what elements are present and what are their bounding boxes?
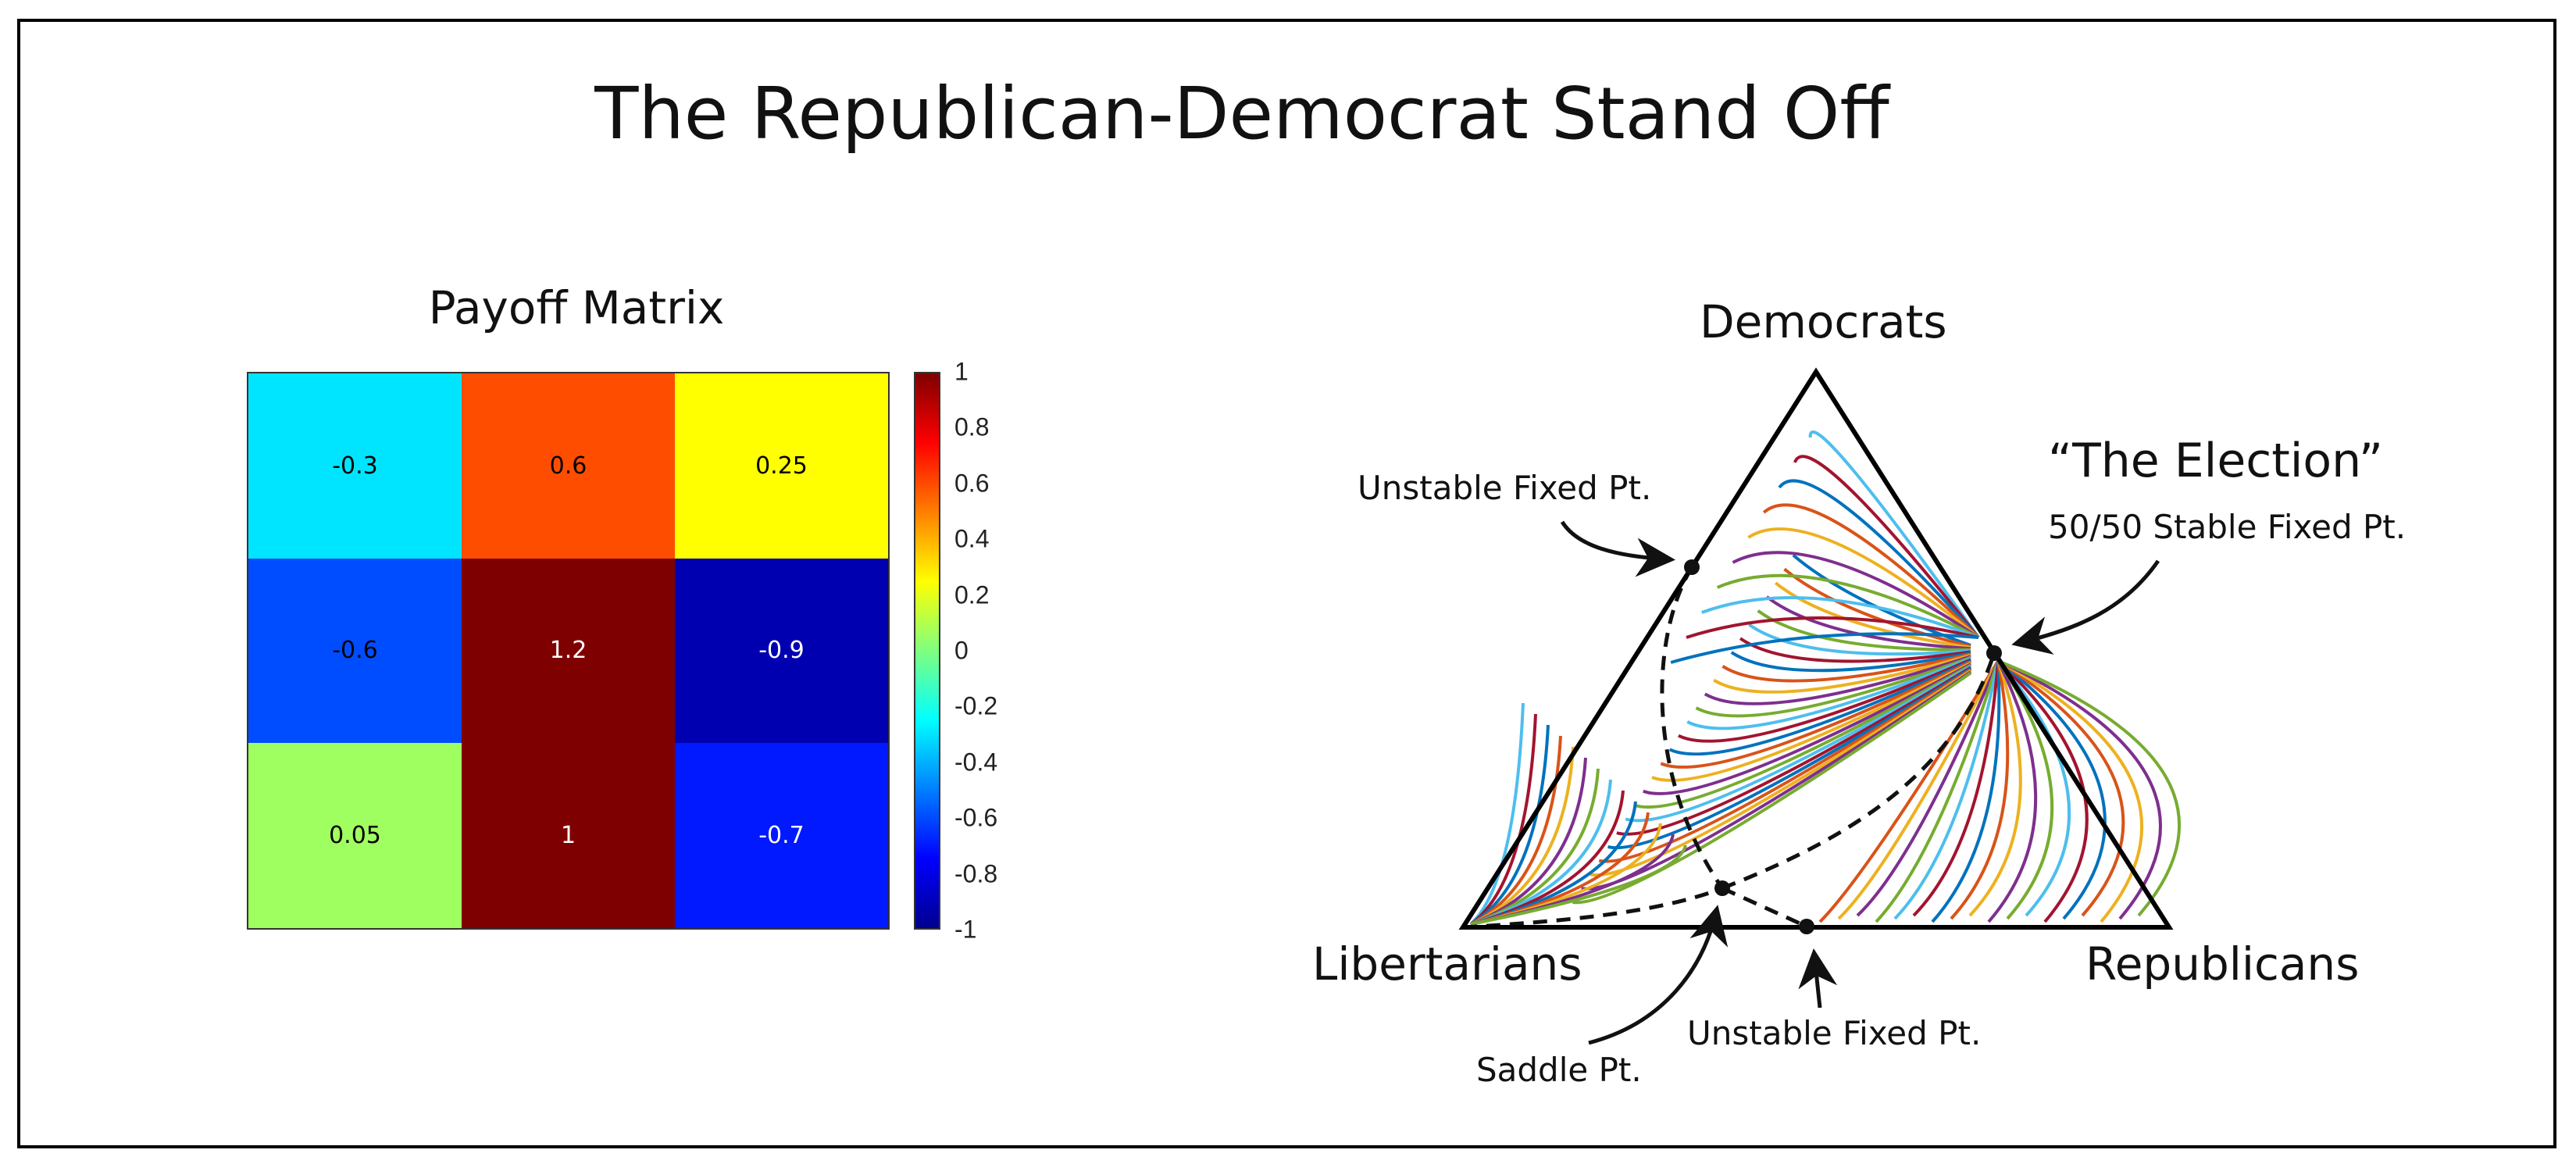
colorbar-tick-label: -0.6 xyxy=(954,803,998,832)
stable-fixed-point xyxy=(1986,645,2002,661)
heatmap-cell: 0.25 xyxy=(675,373,888,559)
colorbar-tick-label: -0.2 xyxy=(954,691,998,720)
heatmap-cell: -0.3 xyxy=(248,373,462,559)
unstable-fixed-point-left xyxy=(1684,559,1700,575)
vertex-label-democrats: Democrats xyxy=(1700,295,1947,348)
separatrix-bottom xyxy=(1721,886,1808,929)
heatmap-cell: -0.9 xyxy=(675,558,888,744)
heatmap-cell: 0.05 xyxy=(248,743,462,928)
payoff-heatmap: -0.3 0.6 0.25 -0.6 1.2 -0.9 0.05 1 -0.7 xyxy=(247,372,890,930)
arrow-unstable-left-icon xyxy=(1560,520,1675,577)
election-title: “The Election” xyxy=(2048,434,2383,488)
vertex-label-republicans: Republicans xyxy=(2085,937,2360,991)
colorbar xyxy=(914,372,940,930)
arrow-saddle-icon xyxy=(1588,905,1729,1045)
colorbar-tick-label: 0.8 xyxy=(954,412,990,441)
colorbar-tick-label: 0.2 xyxy=(954,580,990,609)
colorbar-tick-label: -1 xyxy=(954,915,977,944)
heatmap-cell: 1.2 xyxy=(462,558,675,744)
colorbar-tick-label: 0.4 xyxy=(954,524,990,553)
heatmap-cell: -0.6 xyxy=(248,558,462,744)
trajectory-curves xyxy=(1469,430,2181,926)
saddle-point xyxy=(1714,880,1730,896)
saddle-point-label: Saddle Pt. xyxy=(1476,1051,1642,1089)
separatrix-right xyxy=(1721,652,1996,891)
colorbar-tick-label: 0 xyxy=(954,636,969,665)
colorbar-tick-label: 1 xyxy=(954,357,969,386)
arrow-unstable-bottom-icon xyxy=(1798,948,1838,1009)
heatmap-cell: -0.7 xyxy=(675,743,888,928)
vertex-label-libertarians: Libertarians xyxy=(1312,937,1582,991)
election-subtitle: 50/50 Stable Fixed Pt. xyxy=(2048,508,2407,546)
heatmap-cell: 1 xyxy=(462,743,675,928)
arrow-stable-icon xyxy=(2011,559,2160,655)
figure-title: The Republican-Democrat Stand Off xyxy=(594,72,1889,155)
colorbar-tick-label: -0.4 xyxy=(954,748,998,777)
colorbar-tick-label: -0.8 xyxy=(954,859,998,888)
separatrix-left xyxy=(1660,566,1725,890)
payoff-matrix-title: Payoff Matrix xyxy=(428,281,725,334)
heatmap-cell: 0.6 xyxy=(462,373,675,559)
colorbar-tick-label: 0.6 xyxy=(954,469,990,498)
unstable-fixed-point-bottom xyxy=(1799,919,1814,934)
unstable-fixed-point-left-label: Unstable Fixed Pt. xyxy=(1358,469,1652,507)
unstable-fixed-point-bottom-label: Unstable Fixed Pt. xyxy=(1687,1014,1982,1052)
